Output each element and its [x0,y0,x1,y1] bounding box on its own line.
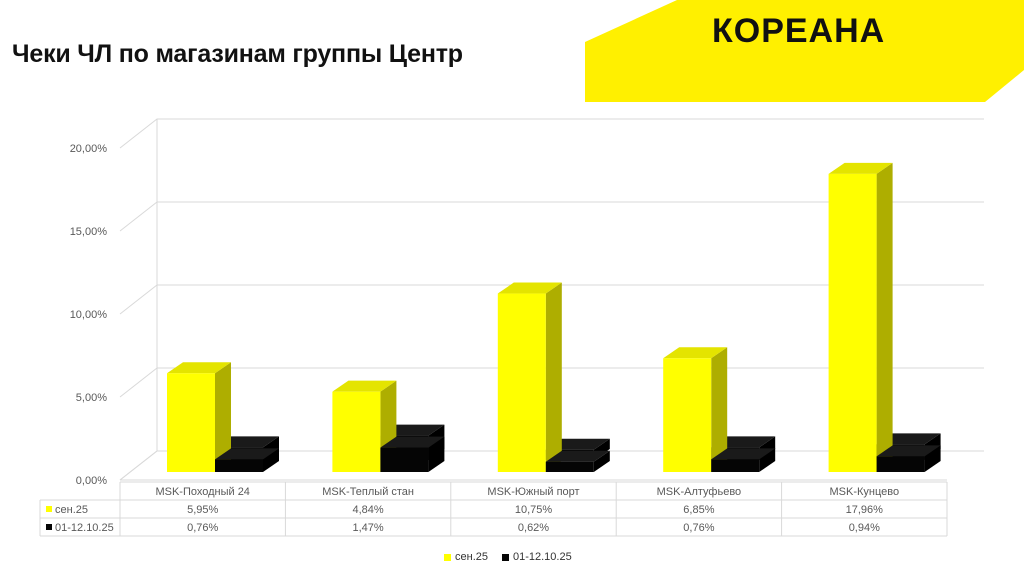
y-tick-label: 0,00% [76,475,107,487]
chart-legend: сен.25 01-12.10.25 [444,551,572,563]
brand-logo: КОРЕАНА [712,12,886,50]
bar-series-2-top [876,445,941,457]
bar-series-1 [828,173,877,472]
x-tick-label: MSK-Алтуфьево [657,486,742,498]
legend-item-series-1: сен.25 [444,551,488,563]
bar-series-1-top [663,347,728,359]
gridline [119,118,984,149]
legend-label-series-1: сен.25 [455,551,488,563]
wall-edge [119,450,158,481]
table-key-series-1 [46,506,52,512]
legend-item-series-2: 01-12.10.25 [501,551,572,563]
legend-swatch-series-1 [444,553,451,561]
brand-banner-shape [585,0,1024,102]
bar-series-1 [167,373,215,472]
bar-series-2 [545,461,594,472]
page-title: Чеки ЧЛ по магазинам группы Центр [12,40,463,68]
table-row-header-series-1: сен.25 [55,504,88,516]
x-tick-label: MSK-Южный порт [487,486,579,498]
data-label-series-2: 1,47% [352,522,383,534]
x-tick-label: MSK-Теплый стан [322,486,414,498]
bar-series-1-side [215,362,231,472]
bar-series-2-side [593,450,610,472]
data-label-series-2: 0,62% [518,522,549,534]
y-tick-label: 10,00% [70,309,108,321]
data-label-series-2: 0,76% [187,522,218,534]
bar-series-2-side [924,445,941,472]
bar-series-1 [663,358,712,472]
y-tick-label: 15,00% [70,226,108,238]
data-label-series-1: 10,75% [515,504,553,516]
y-tick-label: 5,00% [76,392,107,404]
data-label-series-1: 6,85% [683,504,714,516]
bar-series-2-top [545,450,610,462]
bar-series-1-side [711,347,728,472]
x-tick-label: MSK-Походный 24 [155,486,250,498]
bar-series-1-side [545,282,562,472]
bar-series-1-top [497,282,562,294]
bar-series-1-top [828,162,893,174]
brand-banner [585,0,1024,102]
bar-series-2-side [759,448,776,472]
bar-series-2-top [711,448,776,460]
bar-series-2-top [215,448,279,460]
bar-series-2 [711,459,760,472]
table-key-series-2 [46,524,52,530]
x-tick-label: MSK-Кунцево [829,486,899,498]
data-label-series-1: 4,84% [352,504,383,516]
bar-series-1-top [332,380,397,392]
bar-series-1 [497,293,546,472]
bar-series-2-top [380,436,445,448]
bar-series-1-top [167,362,231,374]
legend-swatch-series-2 [501,553,509,561]
bar-series-2-side [428,436,445,472]
bar-series-2 [380,447,429,472]
data-label-series-1: 17,96% [846,504,884,516]
bar-series-2 [876,456,925,472]
bar-series-2-side [263,448,279,472]
y-tick-label: 20,00% [70,143,108,155]
data-label-series-1: 5,95% [187,504,218,516]
legend-label-series-2: 01-12.10.25 [512,551,572,563]
data-label-series-2: 0,76% [683,522,714,534]
table-row-header-series-2: 01-12.10.25 [55,522,114,534]
bar-series-1-side [876,162,893,472]
bar-series-1 [332,391,381,472]
data-label-series-2: 0,94% [849,522,880,534]
bar-series-2 [215,459,263,472]
